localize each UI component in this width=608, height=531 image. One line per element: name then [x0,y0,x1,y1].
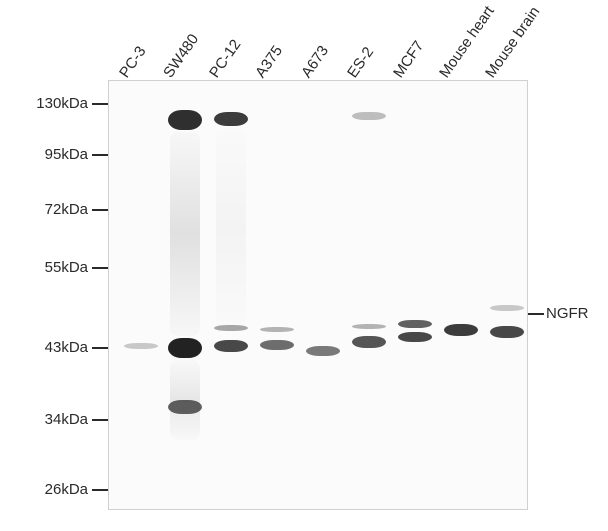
mw-marker-label: 55kDa [10,259,88,276]
blot-band [168,400,202,414]
mw-marker-tick [92,103,108,105]
blot-band [398,320,432,328]
mw-marker-label: 26kDa [10,481,88,498]
mw-marker-label: 95kDa [10,146,88,163]
target-tick [528,313,544,315]
mw-marker-tick [92,347,108,349]
blot-band [398,332,432,342]
blot-band [214,340,248,352]
lane-label: PC-12 [206,36,244,81]
mw-marker-label: 34kDa [10,411,88,428]
blot-band [168,110,202,130]
blot-band [352,324,386,329]
blot-band [352,336,386,348]
blot-band [306,346,340,356]
blot-band [168,338,202,358]
mw-marker-tick [92,267,108,269]
blot-band [214,112,248,126]
blot-band [490,305,524,311]
mw-marker-tick [92,489,108,491]
lane-label: MCF7 [390,38,427,81]
blot-smear [170,132,200,336]
mw-marker-label: 43kDa [10,339,88,356]
blot-band [124,343,158,349]
lane-label: A375 [252,43,286,81]
mw-marker-tick [92,419,108,421]
blot-band [260,340,294,350]
mw-marker-tick [92,154,108,156]
blot-band [214,325,248,331]
blot-smear [216,128,246,330]
lane-label: A673 [298,43,332,81]
mw-marker-tick [92,209,108,211]
mw-marker-label: 72kDa [10,201,88,218]
blot-band [352,112,386,120]
blot-band [490,326,524,338]
lane-label: PC-3 [116,43,150,81]
target-label: NGFR [546,305,589,322]
lane-label: ES-2 [344,44,377,81]
mw-marker-label: 130kDa [10,95,88,112]
lane-label: SW480 [160,31,202,81]
blot-band [444,324,478,336]
blot-band [260,327,294,332]
